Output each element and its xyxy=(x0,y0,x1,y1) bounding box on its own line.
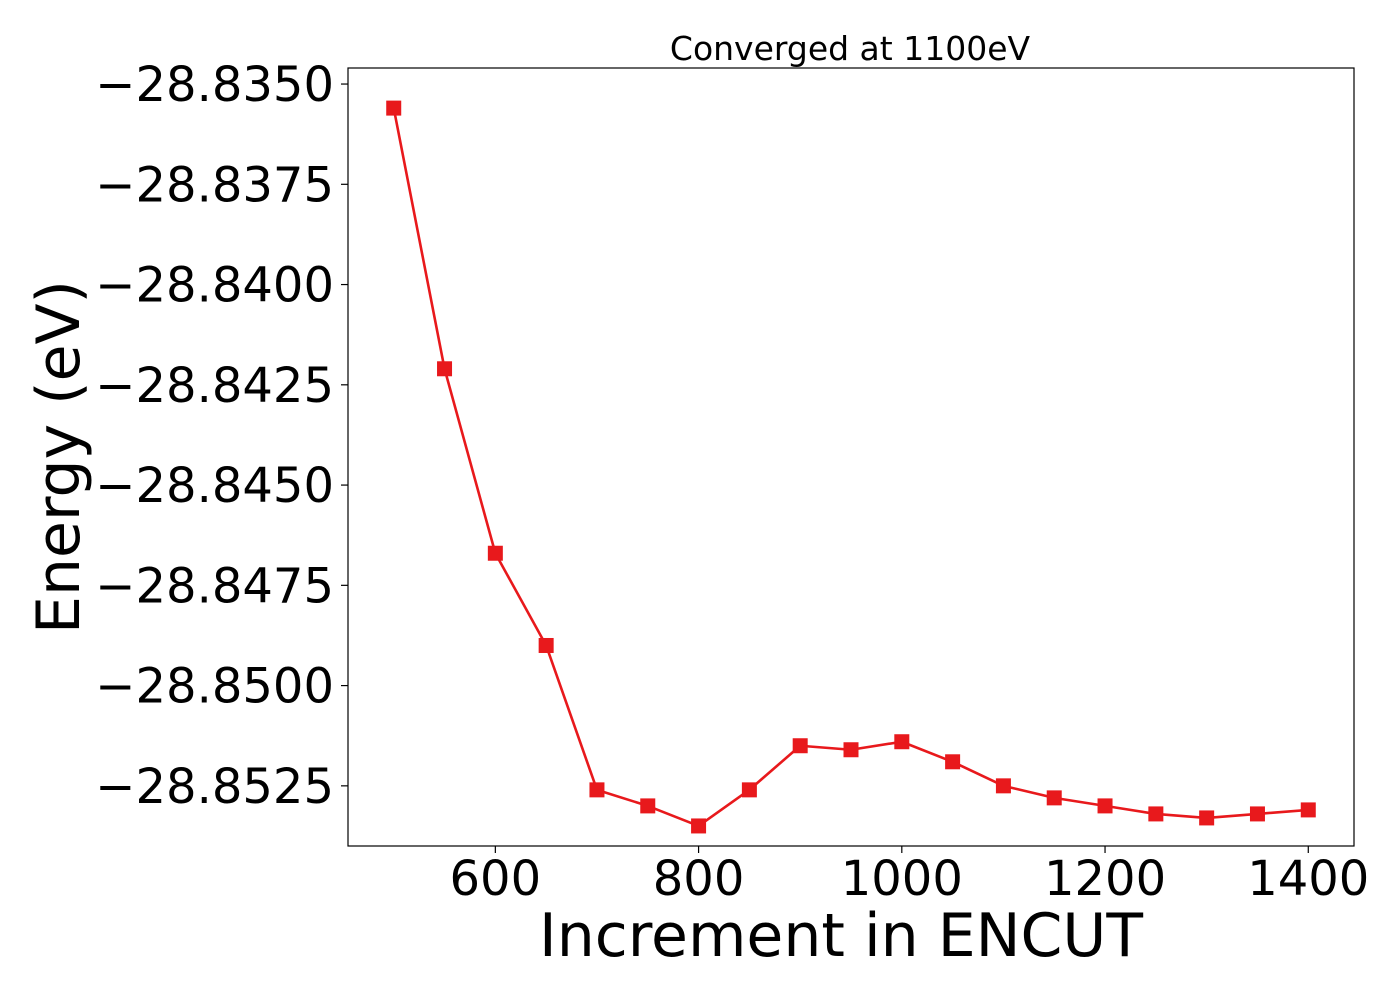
y-tick-label: −28.8450 xyxy=(95,458,334,514)
data-point-marker xyxy=(995,778,1011,794)
y-tick-label: −28.8525 xyxy=(95,759,334,815)
data-point-marker xyxy=(741,782,757,798)
x-tick-label: 800 xyxy=(653,851,745,907)
data-point-marker xyxy=(589,782,605,798)
data-point-marker xyxy=(792,738,808,754)
x-tick-label: 600 xyxy=(450,851,542,907)
data-point-marker xyxy=(386,100,402,116)
x-tick-label: 1000 xyxy=(841,851,963,907)
y-tick-label: −28.8425 xyxy=(95,358,334,414)
x-tick-label: 1400 xyxy=(1247,851,1369,907)
data-point-marker xyxy=(640,798,656,814)
data-point-marker xyxy=(843,742,859,758)
x-axis-label: Increment in ENCUT xyxy=(539,901,1143,971)
data-point-marker xyxy=(487,545,503,561)
data-point-marker xyxy=(1249,806,1265,822)
y-tick-label: −28.8475 xyxy=(95,558,334,614)
chart-title: Converged at 1100eV xyxy=(670,29,1031,68)
y-tick-label: −28.8375 xyxy=(95,157,334,213)
data-point-marker xyxy=(1046,790,1062,806)
data-point-marker xyxy=(1097,798,1113,814)
plot-area: 600 800 1000 1200 1400 −28.8350 −28.8375 −28.84… xyxy=(95,57,1369,907)
data-point-marker xyxy=(691,818,707,834)
data-point-marker xyxy=(894,734,910,750)
data-point-marker xyxy=(437,361,453,377)
data-point-marker xyxy=(1148,806,1164,822)
plot-frame xyxy=(347,67,1355,847)
y-tick-label: −28.8400 xyxy=(95,258,334,314)
y-axis-label: Energy (eV) xyxy=(24,280,94,634)
y-tick-label: −28.8500 xyxy=(95,659,334,715)
series-line xyxy=(392,107,1309,828)
data-point-marker xyxy=(538,637,554,653)
data-point-marker xyxy=(1199,810,1215,826)
data-point-marker xyxy=(1300,802,1316,818)
y-tick-label: −28.8350 xyxy=(95,57,334,113)
x-tick-label: 1200 xyxy=(1044,851,1166,907)
data-point-marker xyxy=(945,754,961,770)
